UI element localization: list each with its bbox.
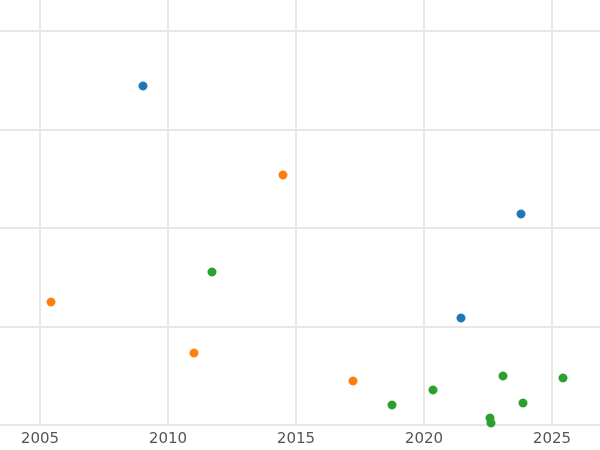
scatter-point-green: [207, 267, 217, 277]
gridline-vertical: [39, 0, 41, 425]
scatter-point-green: [387, 400, 397, 410]
scatter-point-green: [485, 413, 494, 422]
gridline-vertical: [423, 0, 425, 425]
x-axis-tick-label: 2015: [276, 429, 316, 447]
x-axis-tick-label: 2010: [148, 429, 188, 447]
scatter-point-green: [486, 418, 495, 427]
scatter-point-orange: [46, 297, 56, 307]
x-axis-tick-label: 2020: [404, 429, 444, 447]
gridline-vertical: [167, 0, 169, 425]
x-axis-tick-label: 2005: [20, 429, 60, 447]
scatter-point-blue: [456, 313, 466, 323]
scatter-point-blue: [516, 209, 526, 219]
gridline-vertical: [295, 0, 297, 425]
scatter-point-green: [518, 398, 528, 408]
gridline-horizontal: [0, 326, 600, 328]
scatter-point-orange: [348, 376, 358, 386]
scatter-point-orange: [278, 170, 288, 179]
gridline-horizontal: [0, 424, 600, 426]
gridline-vertical: [551, 0, 553, 425]
scatter-point-blue: [138, 81, 148, 90]
scatter-point-green: [428, 385, 438, 395]
scatter-point-green: [498, 371, 508, 381]
scatter-point-orange: [189, 348, 199, 358]
gridline-horizontal: [0, 30, 600, 32]
x-axis-tick-label: 2025: [532, 429, 572, 447]
scatter-point-green: [558, 373, 568, 383]
gridline-horizontal: [0, 227, 600, 229]
gridline-horizontal: [0, 128, 600, 131]
